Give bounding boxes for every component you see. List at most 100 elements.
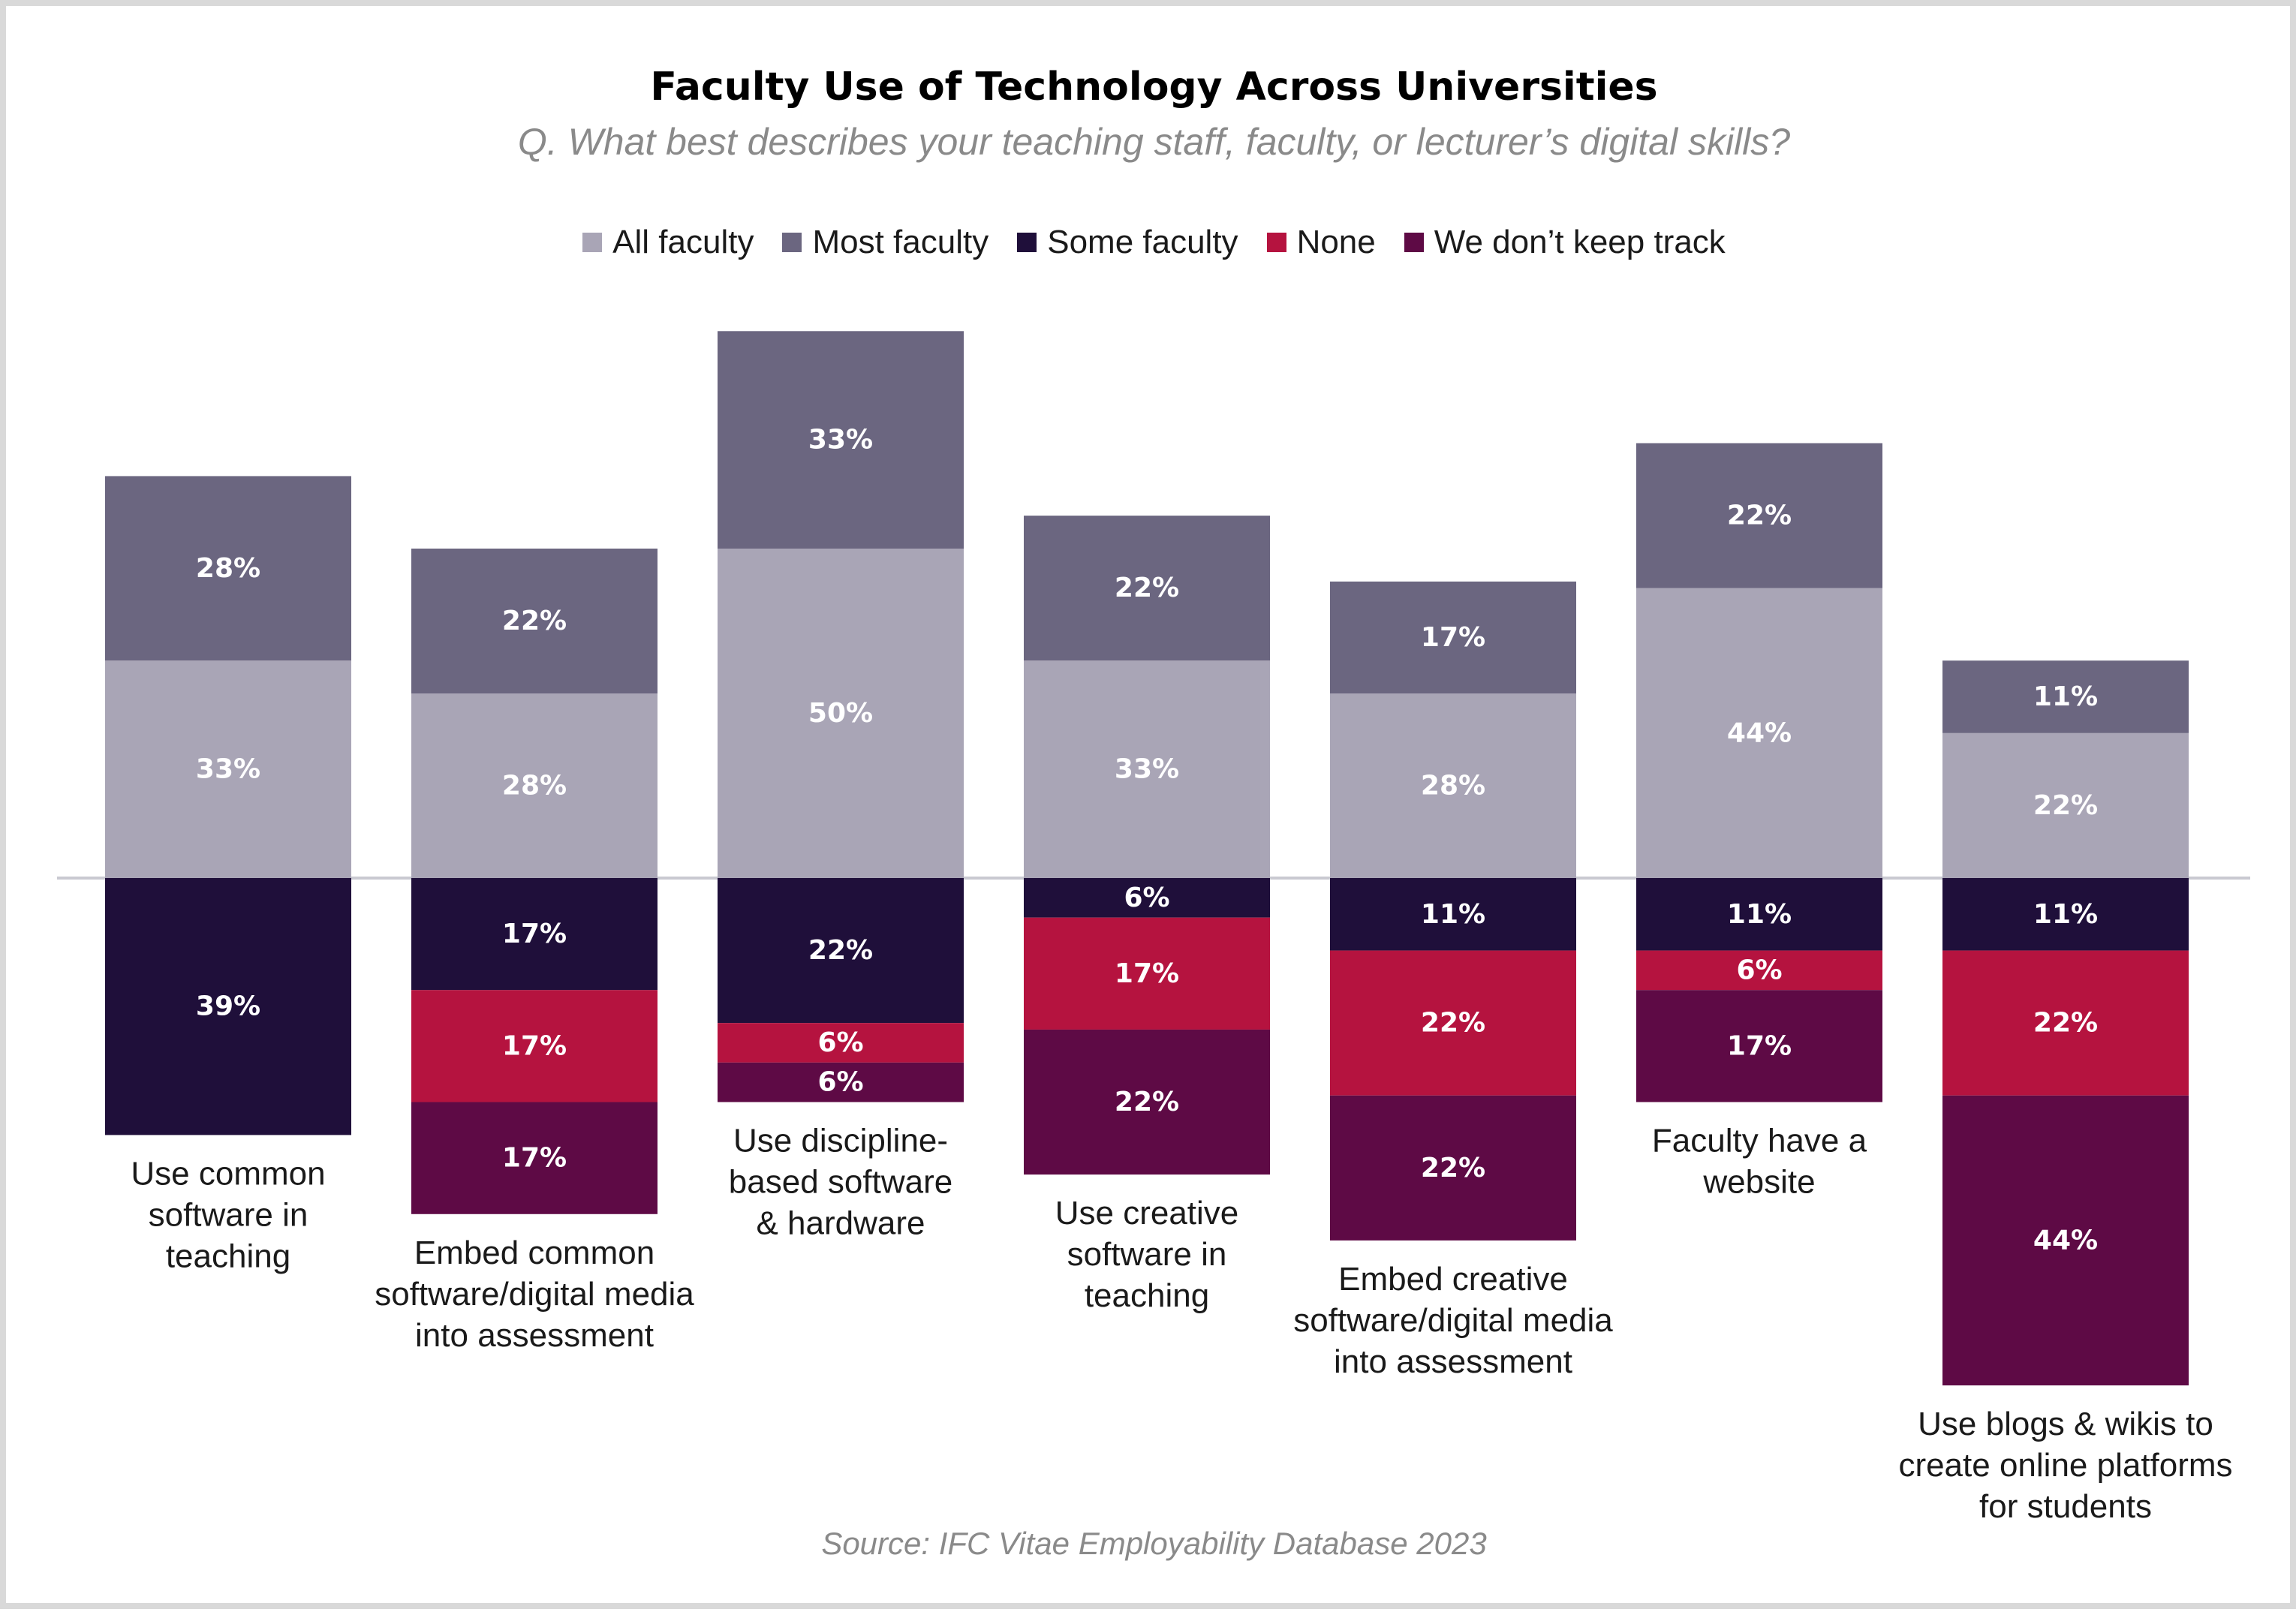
bar-segment: [718, 331, 964, 549]
category-label: Use blogs & wikis to create online platfo…: [1898, 1406, 2232, 1525]
bar-segment: [105, 660, 351, 878]
data-label: 22%: [2033, 790, 2098, 821]
bar-segment: [718, 878, 964, 1024]
bar-segment: [1330, 693, 1576, 878]
bar-segment: [1942, 732, 2189, 878]
legend-item: We don’t keep track: [1404, 224, 1726, 261]
legend-swatch: [1017, 233, 1037, 252]
data-label: 17%: [1727, 1030, 1792, 1061]
category-label-line: software/digital media: [375, 1276, 694, 1313]
category-label-line: software in: [149, 1196, 308, 1233]
legend-item: Some faculty: [1017, 224, 1238, 261]
category-label-line: software in: [1067, 1236, 1227, 1273]
legend-swatch: [1266, 233, 1286, 252]
category-label-line: software/digital media: [1293, 1302, 1613, 1339]
category-label-line: Use creative: [1055, 1195, 1239, 1232]
plot-area: 33% 28% 39% Use common software in teaching 28…: [57, 331, 2250, 1525]
bar-segment: [718, 549, 964, 878]
category-label-line: for students: [1979, 1488, 2152, 1525]
bar-segment: [1330, 581, 1576, 694]
data-label: 22%: [1421, 1153, 1485, 1183]
data-label: 44%: [2033, 1225, 2098, 1256]
bar-segment: [105, 476, 351, 661]
data-label: 22%: [1115, 1087, 1179, 1117]
data-label: 22%: [1727, 501, 1792, 531]
legend-item: All faculty: [582, 224, 754, 261]
category-label-line: teaching: [166, 1238, 290, 1274]
legend-swatch: [1404, 233, 1424, 252]
bar-segment: [411, 990, 658, 1102]
bar-segment: [1942, 878, 2189, 951]
data-label: 22%: [1421, 1008, 1485, 1039]
data-label: 6%: [817, 1067, 863, 1098]
data-label: 17%: [1115, 958, 1179, 989]
data-label: 22%: [1115, 573, 1179, 603]
data-label: 17%: [1421, 622, 1485, 653]
category-label: Use creative software in teaching: [1055, 1195, 1239, 1314]
data-label: 28%: [1421, 771, 1485, 801]
data-label: 22%: [808, 935, 873, 966]
data-label: 33%: [808, 425, 873, 456]
bar-segment: [1330, 950, 1576, 1096]
category-label-line: Use discipline-: [733, 1123, 948, 1159]
category-label-line: create online platforms: [1898, 1447, 2232, 1484]
data-label: 33%: [196, 754, 260, 785]
category-label-line: teaching: [1085, 1277, 1209, 1314]
data-label: 22%: [502, 606, 567, 636]
category-label: Embed common software/digital media into a…: [375, 1235, 694, 1354]
bar-segment: [1942, 1095, 2189, 1386]
bar-segment: [1636, 588, 1882, 878]
category-label-line: Use blogs & wikis to: [1918, 1406, 2213, 1442]
data-label: 33%: [1115, 754, 1179, 785]
legend-label: All faculty: [612, 224, 754, 260]
legend-item: None: [1266, 224, 1376, 261]
bar-segment: [1636, 443, 1882, 588]
category-label-line: website: [1702, 1164, 1815, 1201]
bar-segment: [411, 878, 658, 991]
legend-item: Most faculty: [782, 224, 989, 261]
chart-source: Source: IFC Vitae Employability Database…: [821, 1526, 1487, 1561]
data-label: 50%: [808, 698, 873, 729]
bar-segment: [411, 693, 658, 878]
bar-segment: [1636, 950, 1882, 991]
data-label: 17%: [502, 1030, 567, 1061]
legend-label: None: [1296, 224, 1376, 260]
data-label: 11%: [2033, 681, 2098, 712]
data-label: 17%: [502, 1143, 567, 1174]
legend: All faculty Most faculty Some faculty None W…: [6, 224, 2296, 261]
chart-title: Faculty Use of Technology Across Univers…: [650, 65, 1658, 110]
category-label-line: Faculty have a: [1652, 1123, 1867, 1159]
bar-segment: [1636, 990, 1882, 1102]
data-label: 6%: [817, 1027, 863, 1058]
category-label: Use discipline-based software & hardware: [729, 1123, 952, 1242]
bar-segment: [1024, 917, 1270, 1030]
data-label: 11%: [1421, 899, 1485, 930]
data-label: 28%: [502, 771, 567, 801]
data-label: 11%: [1727, 899, 1792, 930]
legend-label: Some faculty: [1047, 224, 1238, 260]
category-label-line: & hardware: [756, 1205, 925, 1242]
bar-segment: [1330, 1095, 1576, 1241]
bar-segment: [1942, 950, 2189, 1096]
data-label: 11%: [2033, 899, 2098, 930]
bar-segment: [411, 1102, 658, 1214]
bar-segment: [1024, 660, 1270, 878]
category-label: Use common software in teaching: [131, 1155, 325, 1274]
category-label-line: into assessment: [415, 1317, 654, 1354]
bar-segment: [1024, 516, 1270, 661]
bar-segment: [1942, 660, 2189, 733]
data-label: 39%: [196, 991, 260, 1022]
bar-segment: [1024, 878, 1270, 918]
data-label: 6%: [1736, 955, 1782, 985]
category-label-line: Embed creative: [1338, 1261, 1568, 1298]
chart-subtitle: Q. What best describes your teaching sta…: [517, 121, 1791, 163]
category-label-line: Use common: [131, 1155, 325, 1192]
data-label: 17%: [502, 919, 567, 949]
bar-segment: [1024, 1029, 1270, 1175]
bar-segment: [1636, 878, 1882, 951]
legend-swatch: [582, 233, 603, 252]
data-label: 6%: [1124, 883, 1169, 913]
category-label-line: Embed common: [414, 1235, 654, 1271]
category-label-line: based software: [729, 1164, 952, 1201]
